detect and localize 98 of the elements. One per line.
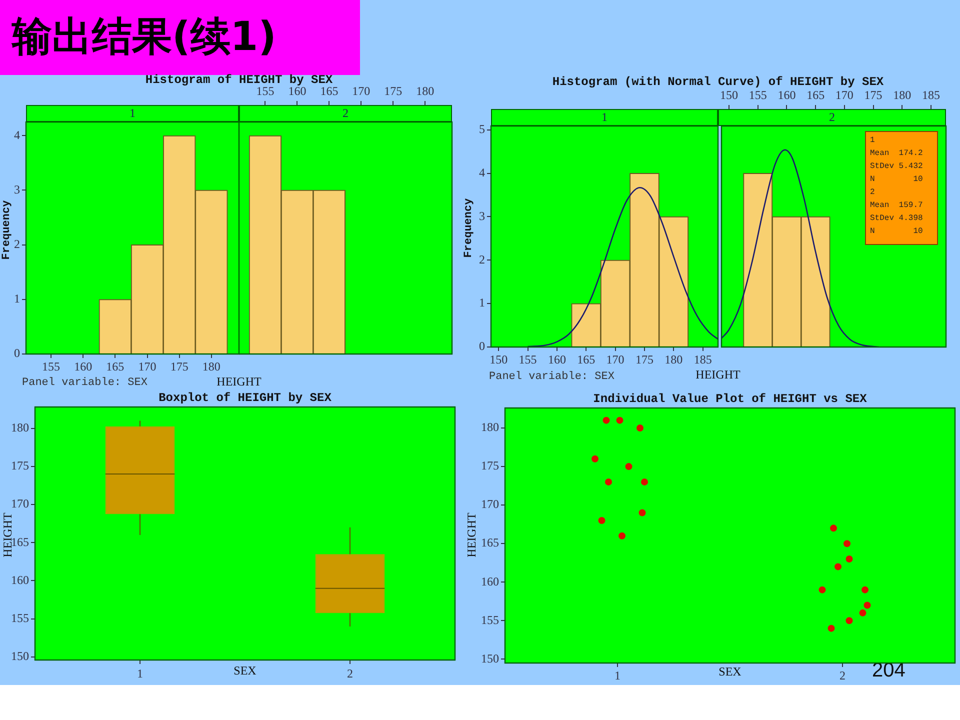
point — [625, 463, 632, 470]
x-tick-label: 2 — [840, 668, 846, 682]
chart-title: Individual Value Plot of HEIGHT vs SEX — [593, 392, 867, 406]
x-tick-label: 155 — [42, 359, 60, 374]
x-axis-title: SEX — [718, 664, 742, 680]
chart-subtitle: 2 — [239, 105, 452, 122]
x-tick-label: 155 — [748, 88, 767, 102]
annotation: Mean 159.7 — [870, 200, 924, 212]
x-tick-label: 185 — [694, 352, 712, 366]
point — [641, 478, 648, 486]
y-tick-label: 0 — [479, 339, 485, 354]
text: Panel variable: SEX — [22, 377, 148, 389]
y-axis-title: Frequency — [463, 198, 475, 258]
x-tick-label: 180 — [893, 88, 912, 102]
x-tick-label: 160 — [548, 352, 566, 366]
y-tick-label: 3 — [14, 182, 20, 196]
y-axis-title: Frequency — [1, 200, 13, 260]
y-tick-label: 180 — [11, 420, 29, 434]
point — [844, 540, 850, 548]
chart-title: Boxplot of HEIGHT by SEX — [158, 391, 332, 405]
x-tick-label: 175 — [384, 84, 402, 98]
x-tick-label: 1 — [614, 668, 620, 682]
y-tick-label: 1 — [14, 292, 20, 306]
annotation: N 10 — [870, 174, 924, 186]
text: 2 — [870, 187, 876, 199]
y-tick-label: 155 — [481, 612, 499, 627]
x-tick-label: 155 — [518, 352, 537, 366]
x-tick-label: 170 — [138, 359, 156, 374]
y-tick-label: 2 — [479, 252, 485, 266]
x-tick-label: 170 — [352, 84, 370, 98]
y-tick-label: 150 — [11, 649, 29, 664]
y-tick-label: 160 — [481, 574, 499, 588]
point — [862, 586, 868, 594]
chart-title: Histogram (with Normal Curve) of HEIGHT by SEX — [552, 75, 884, 89]
point — [818, 586, 826, 594]
text: Panel variable: SEX — [489, 371, 614, 383]
point — [598, 516, 606, 524]
point — [846, 555, 853, 562]
x-tick-label: 160 — [778, 88, 796, 102]
line-series — [527, 187, 718, 347]
y-tick-label: 4 — [14, 128, 20, 142]
x-tick-label: 170 — [835, 88, 854, 102]
y-tick-label: 180 — [481, 420, 499, 434]
x-tick-label: 165 — [577, 352, 596, 366]
x-tick-label: 2 — [347, 666, 353, 680]
point — [618, 532, 626, 540]
y-tick-label: 150 — [481, 651, 499, 666]
y-tick-label: 2 — [14, 236, 20, 251]
point — [616, 416, 624, 424]
y-axis-title: HEIGHT — [464, 512, 480, 558]
y-tick-label: 0 — [14, 346, 20, 360]
y-tick-label: 1 — [479, 296, 485, 310]
point — [834, 563, 842, 570]
x-tick-label: 165 — [106, 359, 124, 374]
y-tick-label: 170 — [481, 497, 499, 512]
y-tick-label: 3 — [479, 208, 485, 223]
x-tick-label: 175 — [170, 359, 188, 374]
x-tick-label: 165 — [806, 88, 825, 102]
x-tick-label: 180 — [664, 352, 683, 366]
annotation: Mean 174.2 — [870, 148, 924, 160]
x-tick-label: 150 — [720, 88, 738, 102]
annotation: N 10 — [870, 226, 924, 238]
x-tick-label: 185 — [922, 88, 940, 102]
annotation: 1 — [870, 135, 876, 147]
point — [859, 609, 866, 616]
text: 2 — [718, 109, 946, 126]
text: 输出结果(续1) — [12, 14, 276, 60]
y-tick-label: 165 — [481, 536, 499, 550]
point — [592, 455, 598, 462]
annotation: StDev 5.432 — [870, 161, 924, 173]
point — [830, 524, 837, 532]
y-tick-label: 160 — [11, 572, 29, 587]
x-axis-title: SEX — [234, 664, 256, 678]
x-tick-label: 175 — [635, 352, 654, 366]
point — [846, 617, 853, 624]
y-tick-label: 175 — [11, 458, 29, 473]
x-axis-title: HEIGHT — [216, 374, 262, 390]
x-tick-label: 160 — [74, 359, 92, 374]
point — [636, 424, 644, 432]
x-tick-label: 1 — [137, 666, 143, 680]
y-tick-label: 175 — [481, 458, 499, 473]
y-tick-label: 170 — [11, 496, 29, 511]
point — [828, 624, 835, 632]
x-tick-label: 180 — [202, 359, 220, 374]
annotation: StDev 4.398 — [870, 213, 924, 225]
point — [864, 602, 871, 609]
y-tick-label: 4 — [479, 165, 485, 180]
x-tick-label: 170 — [606, 352, 624, 366]
point — [638, 509, 646, 516]
point — [605, 478, 612, 486]
point — [602, 416, 610, 424]
chart-subtitle: 1 — [26, 105, 239, 122]
x-axis-title: HEIGHT — [696, 368, 740, 382]
x-tick-label: 175 — [864, 88, 882, 102]
x-tick-label: 180 — [416, 84, 434, 98]
y-tick-label: 5 — [479, 122, 485, 136]
y-tick-label: 155 — [11, 611, 29, 626]
y-tick-label: 165 — [11, 534, 29, 549]
